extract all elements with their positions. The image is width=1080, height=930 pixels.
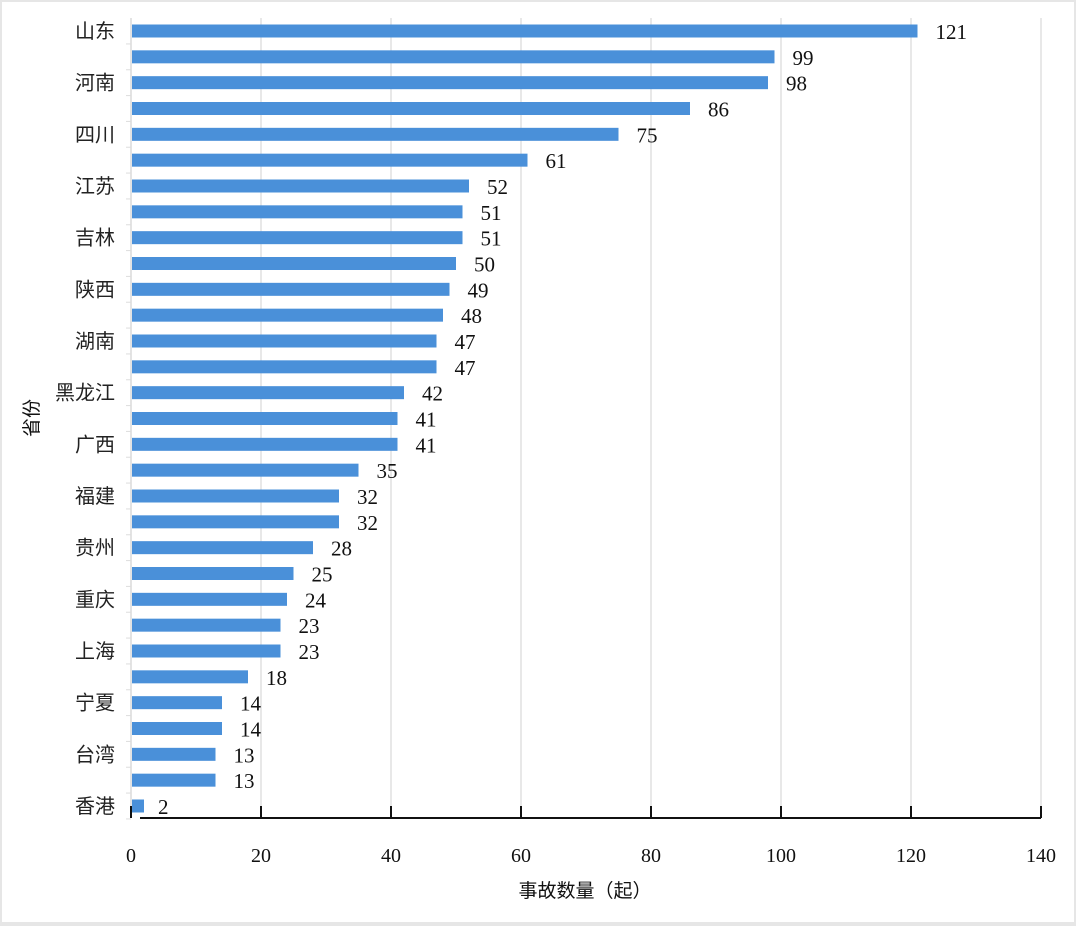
value-label: 23: [299, 614, 320, 638]
bar: [132, 592, 287, 606]
category-label: 黑龙江: [55, 381, 115, 405]
bar: [132, 50, 775, 64]
category-label: 广西: [75, 432, 115, 456]
value-label: 51: [481, 201, 502, 225]
value-label: 86: [708, 98, 729, 122]
value-label: 98: [786, 72, 807, 96]
value-labels: 1219998867561525151504948474742414135323…: [158, 20, 967, 819]
x-tick-label: 80: [641, 845, 661, 867]
value-label: 14: [240, 718, 262, 742]
bar: [132, 76, 768, 90]
value-label: 41: [416, 408, 437, 432]
value-label: 35: [377, 459, 398, 483]
value-label: 24: [305, 588, 327, 612]
bar: [132, 282, 450, 296]
value-label: 48: [461, 304, 482, 328]
bar: [132, 334, 437, 348]
bar: [132, 231, 463, 245]
bar: [132, 127, 619, 141]
value-label: 42: [422, 382, 443, 406]
category-label: 重庆: [75, 587, 115, 611]
bar: [132, 412, 398, 425]
category-label: 福建: [75, 484, 115, 508]
value-label: 25: [312, 563, 333, 587]
value-label: 121: [936, 20, 968, 44]
bar: [132, 102, 690, 115]
bar: [132, 773, 216, 787]
category-label: 宁夏: [75, 691, 115, 715]
value-label: 28: [331, 537, 352, 561]
bar: [132, 567, 294, 580]
value-label: 75: [637, 123, 658, 147]
value-label: 2: [158, 795, 169, 819]
x-tick-label: 0: [126, 845, 136, 867]
value-label: 50: [474, 253, 495, 277]
value-label: 32: [357, 511, 378, 535]
category-label: 陕西: [75, 277, 115, 301]
x-tick-label: 60: [511, 845, 531, 867]
value-label: 41: [416, 433, 437, 457]
category-label: 山东: [75, 19, 115, 43]
value-label: 61: [546, 149, 567, 173]
category-label: 江苏: [75, 174, 115, 198]
x-tick-label: 100: [766, 845, 796, 867]
bar: [132, 747, 216, 761]
value-label: 47: [455, 356, 476, 380]
bar: [132, 644, 281, 658]
bars: [132, 24, 918, 813]
category-label: 河南: [75, 71, 115, 95]
bar: [132, 437, 398, 451]
category-label: 吉林: [75, 226, 115, 250]
grid-lines: [126, 18, 1042, 820]
value-label: 99: [793, 46, 814, 70]
value-label: 23: [299, 640, 320, 664]
bar: [132, 205, 463, 219]
bar: [132, 179, 469, 193]
category-label: 上海: [75, 639, 115, 663]
value-label: 32: [357, 485, 378, 509]
y-axis-label: 省份: [21, 399, 43, 437]
category-label: 香港: [75, 794, 115, 818]
bar: [132, 360, 437, 374]
bar: [132, 489, 339, 503]
bar: [132, 618, 281, 632]
x-tick-label: 120: [896, 845, 926, 867]
x-tick-label: 20: [251, 845, 271, 867]
bar: [132, 696, 222, 710]
x-axis-label: 事故数量（起）: [518, 880, 651, 902]
value-label: 52: [487, 175, 508, 199]
bar: [132, 386, 404, 400]
bar: [132, 153, 528, 167]
category-label: 湖南: [75, 329, 115, 353]
value-label: 51: [481, 227, 502, 251]
value-label: 13: [234, 743, 255, 767]
value-label: 14: [240, 692, 262, 716]
bar: [132, 257, 456, 270]
category-label: 四川: [75, 122, 115, 146]
category-label: 贵州: [75, 536, 115, 560]
value-label: 18: [266, 666, 287, 690]
bar: [132, 722, 222, 735]
bar: [132, 308, 443, 322]
bar: [132, 799, 144, 813]
x-tick-label: 40: [381, 845, 401, 867]
bar: [132, 24, 918, 38]
bar: [132, 515, 339, 529]
value-label: 47: [455, 330, 476, 354]
category-label: 台湾: [75, 742, 115, 766]
x-tick-label: 140: [1026, 845, 1056, 867]
x-axis: 0 20 40 60 80 100 120 140: [126, 806, 1056, 867]
bar: [132, 463, 359, 477]
bar: [132, 541, 313, 555]
value-label: 49: [468, 278, 489, 302]
bar: [132, 670, 248, 684]
value-label: 13: [234, 769, 255, 793]
